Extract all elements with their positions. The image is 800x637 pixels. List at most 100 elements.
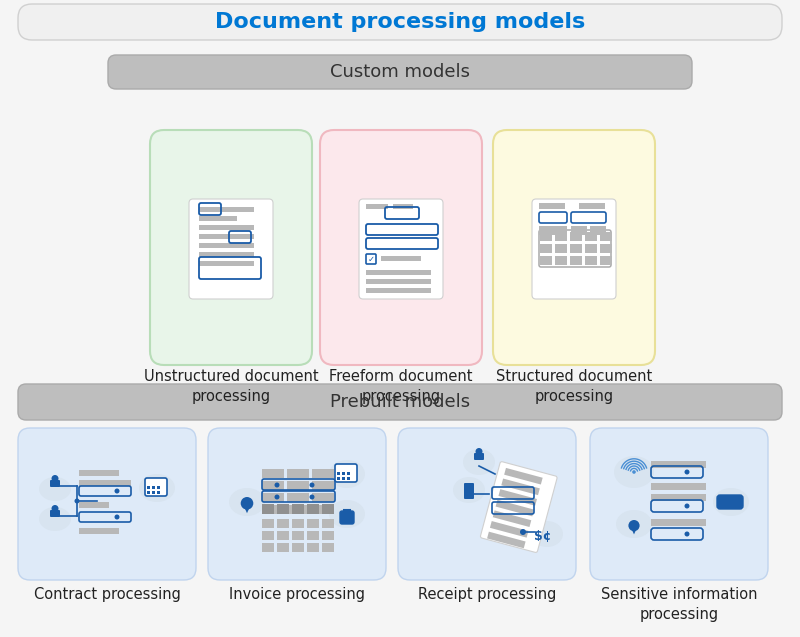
Polygon shape	[242, 503, 251, 513]
Text: Sensitive information
processing: Sensitive information processing	[601, 587, 758, 622]
Bar	[651, 461, 706, 468]
Circle shape	[310, 494, 314, 499]
Ellipse shape	[463, 449, 495, 475]
Ellipse shape	[139, 474, 175, 502]
Bar	[487, 532, 526, 548]
Bar	[287, 481, 309, 490]
Bar	[585, 244, 597, 253]
Bar	[262, 493, 284, 502]
Circle shape	[685, 503, 690, 508]
Bar	[277, 519, 289, 528]
FancyBboxPatch shape	[359, 199, 443, 299]
Text: Unstructured document
processing: Unstructured document processing	[144, 369, 318, 404]
Ellipse shape	[39, 477, 71, 501]
Bar	[199, 216, 237, 221]
FancyBboxPatch shape	[108, 55, 692, 89]
Bar	[262, 504, 274, 514]
Bar	[199, 261, 254, 266]
FancyBboxPatch shape	[208, 428, 386, 580]
Bar	[147, 486, 150, 489]
Text: Invoice processing: Invoice processing	[229, 587, 365, 602]
Circle shape	[632, 470, 636, 474]
Circle shape	[520, 529, 526, 535]
FancyBboxPatch shape	[150, 130, 312, 365]
Bar	[152, 491, 155, 494]
Bar	[79, 528, 119, 534]
Circle shape	[274, 494, 279, 499]
FancyBboxPatch shape	[189, 199, 273, 299]
Ellipse shape	[329, 460, 365, 488]
Bar	[393, 204, 413, 209]
Bar	[540, 232, 552, 241]
Bar	[498, 489, 537, 506]
Circle shape	[475, 448, 482, 455]
Bar	[287, 493, 309, 502]
Bar	[277, 531, 289, 540]
FancyBboxPatch shape	[398, 428, 576, 580]
Bar	[540, 244, 552, 253]
Bar	[292, 519, 304, 528]
Bar	[307, 543, 319, 552]
FancyBboxPatch shape	[717, 495, 743, 509]
Bar	[381, 256, 421, 261]
Circle shape	[274, 482, 279, 487]
Bar	[307, 519, 319, 528]
Bar	[555, 232, 567, 241]
Bar	[277, 504, 289, 514]
Bar	[651, 494, 706, 501]
Ellipse shape	[329, 500, 365, 528]
Bar	[312, 481, 334, 490]
Bar	[312, 493, 334, 502]
FancyBboxPatch shape	[50, 480, 60, 487]
Ellipse shape	[713, 488, 749, 516]
Circle shape	[51, 505, 58, 512]
Circle shape	[51, 475, 58, 482]
Bar	[600, 256, 612, 265]
FancyBboxPatch shape	[474, 453, 484, 460]
Bar	[199, 252, 254, 257]
FancyBboxPatch shape	[320, 130, 482, 365]
Bar	[322, 519, 334, 528]
Bar	[539, 203, 565, 209]
Bar	[312, 469, 334, 478]
FancyBboxPatch shape	[18, 384, 782, 420]
Bar	[570, 232, 582, 241]
Bar	[262, 469, 284, 478]
Circle shape	[74, 499, 79, 503]
Bar	[322, 543, 334, 552]
Bar	[347, 477, 350, 480]
Bar	[307, 531, 319, 540]
Bar	[322, 531, 334, 540]
Ellipse shape	[614, 456, 654, 488]
Bar	[366, 204, 388, 209]
Bar	[312, 505, 334, 514]
Bar	[585, 232, 597, 241]
Ellipse shape	[39, 507, 71, 531]
Bar	[504, 468, 542, 485]
FancyBboxPatch shape	[481, 462, 557, 552]
Ellipse shape	[229, 488, 265, 516]
FancyBboxPatch shape	[18, 428, 196, 580]
Bar	[342, 477, 345, 480]
Bar	[600, 232, 612, 241]
Bar	[651, 483, 706, 490]
Bar	[262, 505, 284, 514]
Text: $¢: $¢	[534, 529, 552, 543]
Bar	[292, 531, 304, 540]
Bar	[342, 472, 345, 475]
Bar	[277, 543, 289, 552]
Bar	[337, 472, 340, 475]
Text: Contract processing: Contract processing	[34, 587, 181, 602]
Text: Receipt processing: Receipt processing	[418, 587, 556, 602]
Ellipse shape	[453, 477, 485, 503]
Bar	[292, 543, 304, 552]
Bar	[579, 203, 605, 209]
Circle shape	[629, 520, 640, 531]
Bar	[322, 504, 334, 514]
Bar	[287, 469, 309, 478]
Bar	[366, 270, 431, 275]
Bar	[502, 478, 540, 495]
FancyBboxPatch shape	[50, 510, 60, 517]
Bar	[262, 481, 284, 490]
Text: Custom models: Custom models	[330, 63, 470, 81]
